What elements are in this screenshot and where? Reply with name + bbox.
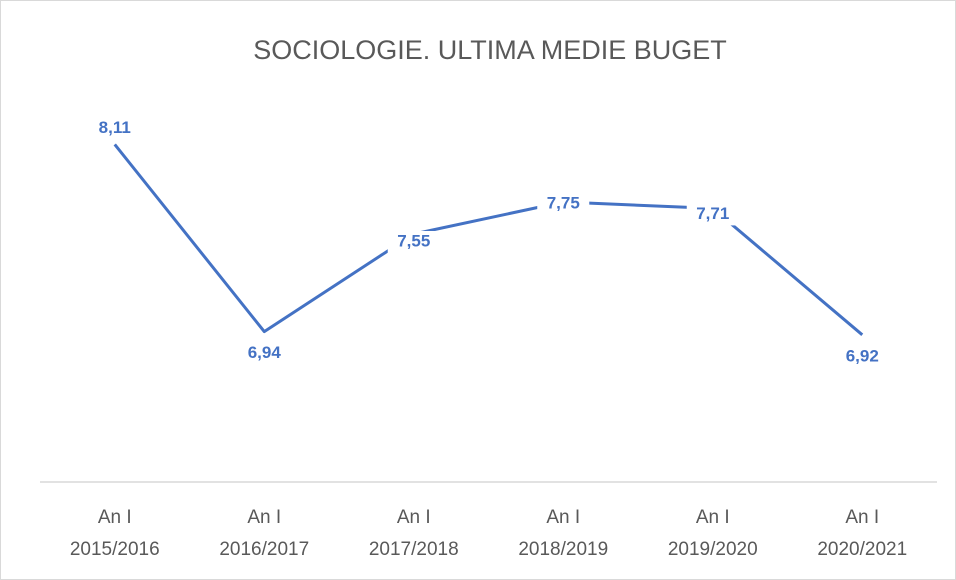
data-label: 7,75 (547, 193, 580, 212)
data-label-bg (686, 203, 739, 226)
data-label: 7,55 (397, 231, 430, 250)
data-label: 7,71 (696, 204, 729, 223)
data-label: 6,94 (248, 343, 282, 362)
x-tick-label: An I 2018/2019 (518, 507, 608, 560)
x-tick-label: An I 2020/2021 (817, 507, 907, 560)
data-label-bg (238, 342, 291, 365)
line (113, 143, 864, 336)
x-tick-label: An I 2017/2018 (369, 507, 459, 560)
x-tick-label: An I 2019/2020 (668, 507, 758, 560)
data-label: 8,11 (99, 118, 131, 137)
x-tick-label: An I 2016/2017 (219, 507, 309, 560)
data-label-bg (387, 231, 440, 253)
data-label-bg (836, 345, 889, 368)
x-tick-label: An I 2015/2016 (70, 507, 160, 560)
data-label-bg (88, 117, 141, 140)
chart-title: SOCIOLOGIE. ULTIMA MEDIE BUGET (253, 35, 727, 65)
data-label: 6,92 (846, 346, 879, 365)
data-label-bg (537, 193, 590, 215)
